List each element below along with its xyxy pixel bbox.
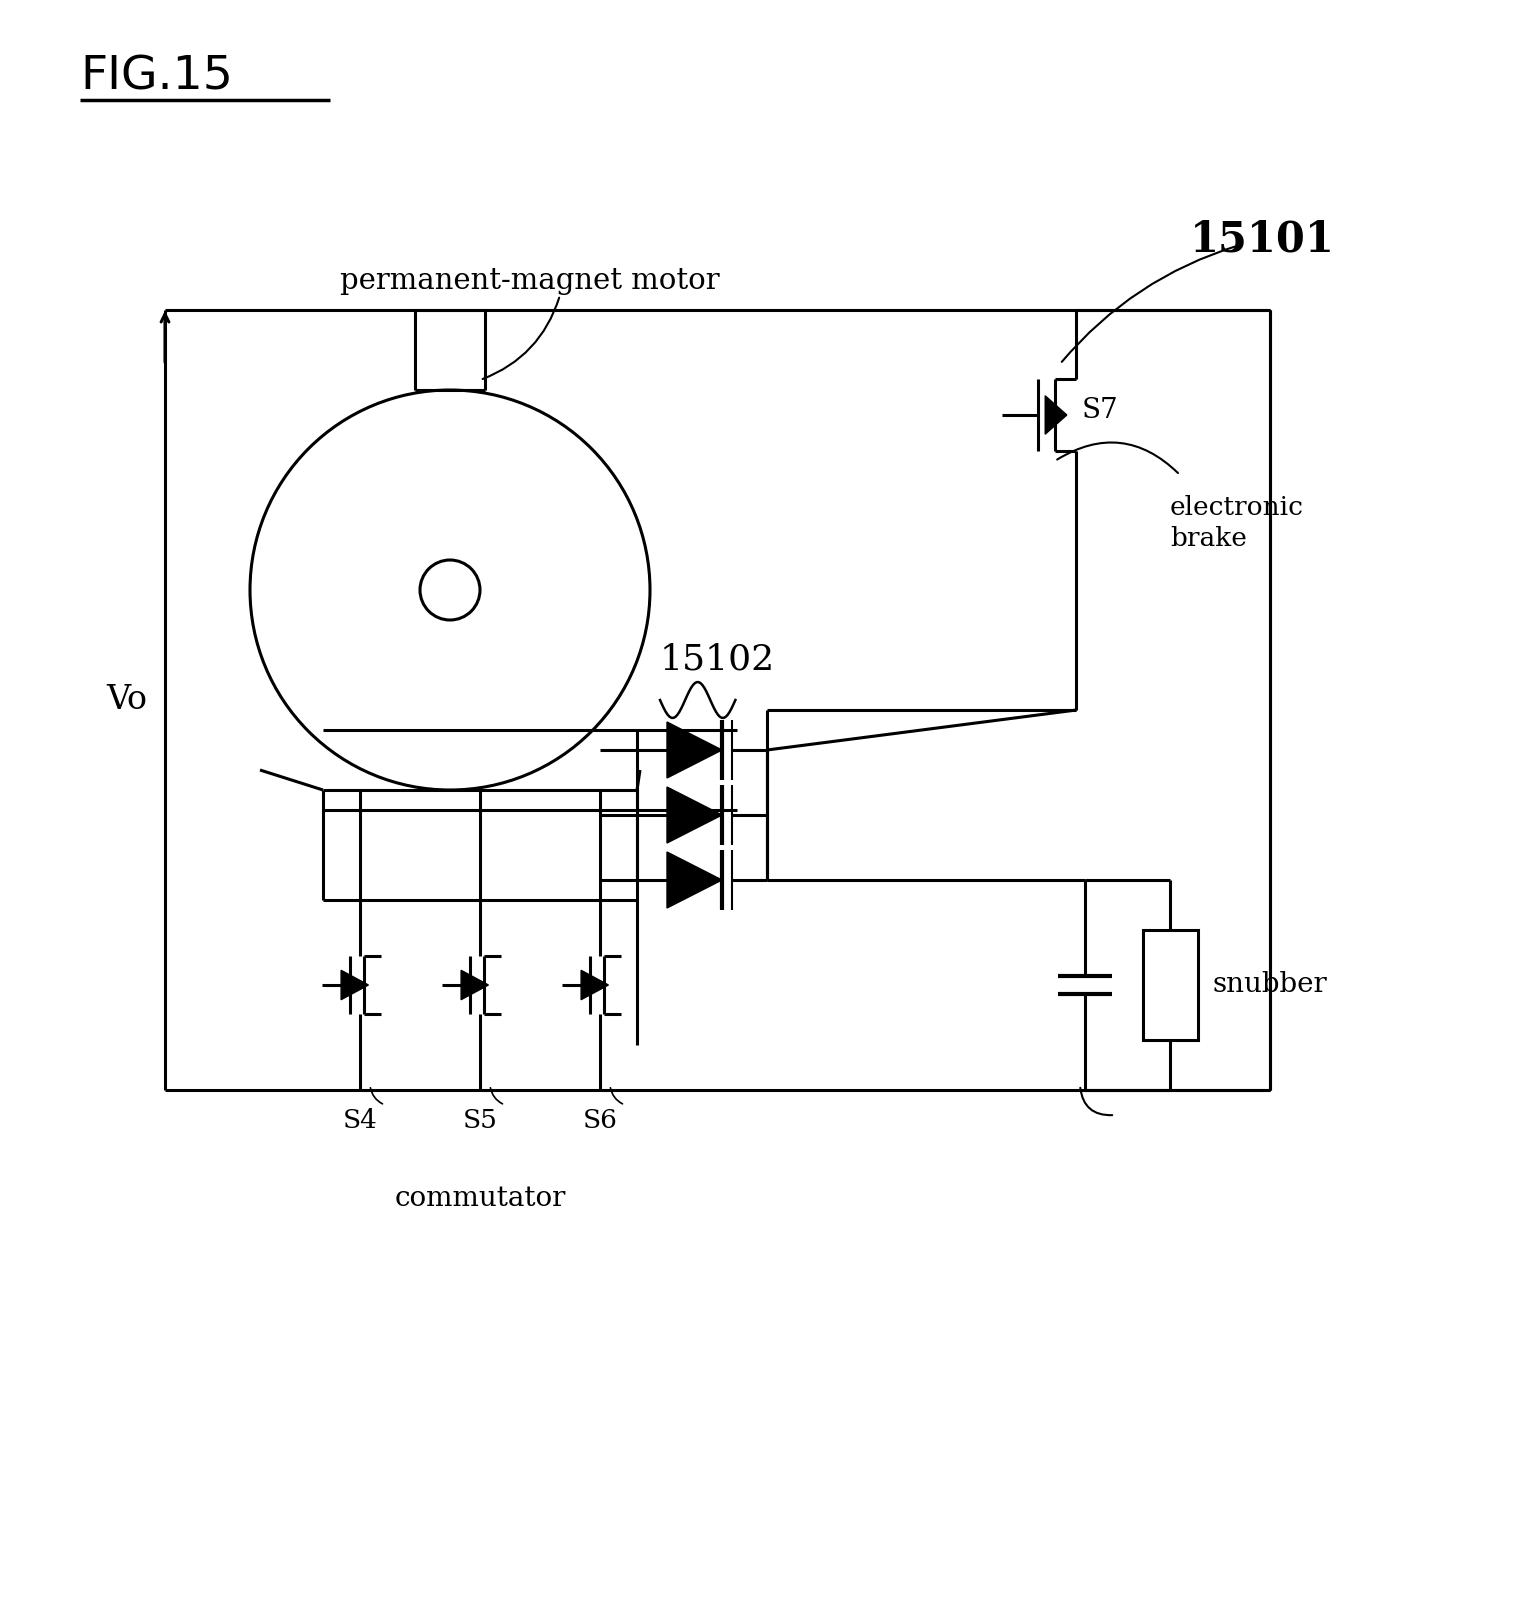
Text: snubber: snubber [1212,971,1327,998]
Polygon shape [581,970,608,1000]
Text: 15102: 15102 [660,643,776,677]
Text: permanent-magnet motor: permanent-magnet motor [339,267,720,294]
Text: Vo: Vo [106,685,147,717]
Text: S6: S6 [582,1107,617,1133]
Text: 15101: 15101 [1190,219,1335,261]
Polygon shape [667,787,722,843]
Polygon shape [667,722,722,778]
Polygon shape [667,851,722,909]
Text: commutator: commutator [395,1186,565,1213]
Polygon shape [341,970,369,1000]
Bar [1143,930,1198,1040]
Text: S7: S7 [1081,397,1118,424]
Text: FIG.15: FIG.15 [80,54,233,99]
Polygon shape [461,970,488,1000]
Polygon shape [1044,395,1068,434]
Text: S5: S5 [462,1107,498,1133]
Text: electronic
brake: electronic brake [1170,494,1304,550]
Text: S4: S4 [343,1107,378,1133]
